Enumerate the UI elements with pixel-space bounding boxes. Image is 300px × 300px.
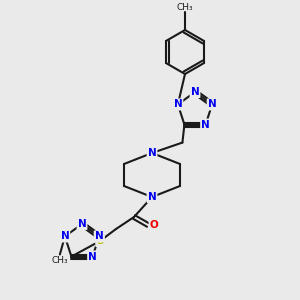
Text: N: N [88,252,97,262]
Text: N: N [61,231,69,242]
Text: N: N [148,148,156,158]
Text: N: N [173,99,182,110]
Text: O: O [150,220,158,230]
Text: CH₃: CH₃ [52,256,68,265]
Text: N: N [95,231,103,242]
Text: N: N [190,87,200,97]
Text: CH₃: CH₃ [177,4,193,13]
Text: N: N [148,192,156,202]
Text: N: N [208,99,217,110]
Text: N: N [201,120,210,130]
Text: N: N [78,219,86,229]
Text: S: S [96,236,104,246]
